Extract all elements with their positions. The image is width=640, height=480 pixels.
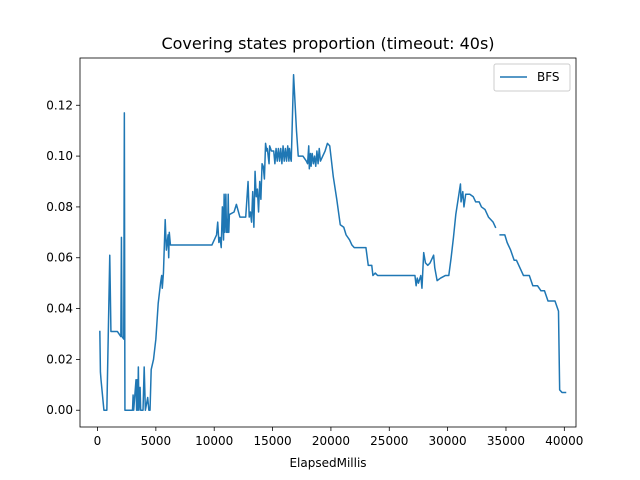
x-axis-label: ElapsedMillis — [289, 456, 366, 470]
y-tick-label: 0.10 — [46, 149, 73, 163]
legend-label-bfs: BFS — [537, 70, 560, 84]
y-tick-label: 0.12 — [46, 98, 73, 112]
x-tick-label: 15000 — [253, 434, 291, 448]
x-tick-label: 30000 — [429, 434, 467, 448]
y-tick-label: 0.08 — [46, 200, 73, 214]
x-tick-label: 40000 — [545, 434, 583, 448]
plot-area — [99, 74, 567, 411]
x-axis: 0 5000 10000 15000 20000 25000 30000 35000 40000 — [94, 427, 583, 448]
legend: BFS — [493, 63, 571, 92]
axes-frame — [79, 57, 577, 428]
x-tick-label: 0 — [94, 434, 102, 448]
series-line-bfs-segment-2 — [499, 234, 567, 394]
legend-box — [493, 63, 571, 92]
x-tick-label: 25000 — [370, 434, 408, 448]
x-tick-label: 10000 — [195, 434, 233, 448]
y-tick-label: 0.04 — [46, 302, 73, 316]
x-tick-label: 35000 — [487, 434, 525, 448]
y-tick-label: 0.06 — [46, 251, 73, 265]
y-axis: 0.00 0.02 0.04 0.06 0.08 0.10 0.12 — [46, 98, 80, 417]
x-tick-label: 5000 — [141, 434, 172, 448]
x-tick-label: 20000 — [312, 434, 350, 448]
series-line-bfs-segment-1 — [99, 74, 497, 411]
y-tick-label: 0.02 — [46, 352, 73, 366]
chart-title: Covering states proportion (timeout: 40s… — [161, 34, 494, 53]
y-tick-label: 0.00 — [46, 403, 73, 417]
